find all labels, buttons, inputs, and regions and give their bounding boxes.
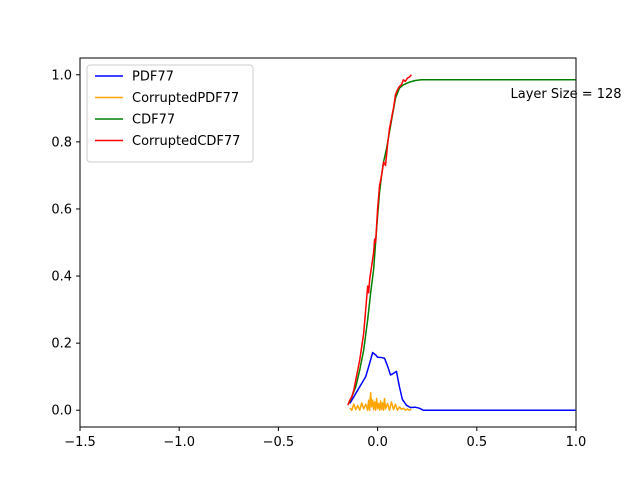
y-tick-label: 0.2 xyxy=(51,337,72,352)
x-tick-label: 0.0 xyxy=(367,435,388,450)
y-tick-label: 0.6 xyxy=(51,202,72,217)
series-line-corruptedcdf77 xyxy=(347,74,412,406)
legend-label-corruptedcdf77: CorruptedCDF77 xyxy=(132,134,240,149)
legend-label-pdf77: PDF77 xyxy=(132,70,174,85)
legend-box xyxy=(86,64,254,163)
y-tick-label: 0.8 xyxy=(51,135,72,150)
axes-frame xyxy=(79,57,577,428)
annotation-layer-size: Layer Size = 128 xyxy=(511,87,622,102)
series-line-pdf77 xyxy=(349,351,576,411)
x-axis: −1.5 −1.0 −0.5 0.0 0.5 1.0 xyxy=(64,427,586,450)
y-tick-label: 0.4 xyxy=(51,270,72,285)
series-layer xyxy=(347,74,576,411)
x-tick-label: −0.5 xyxy=(263,435,295,450)
y-axis: 0.0 0.2 0.4 0.6 0.8 1.0 xyxy=(51,68,80,419)
x-tick-label: −1.5 xyxy=(64,435,96,450)
legend-label-corruptedpdf77: CorruptedPDF77 xyxy=(132,91,239,106)
legend: PDF77 CorruptedPDF77 CDF77 CorruptedCDF77 xyxy=(86,64,254,163)
x-tick-label: −1.0 xyxy=(163,435,195,450)
y-tick-label: 0.0 xyxy=(51,404,72,419)
series-line-corruptedpdf77 xyxy=(349,392,412,411)
y-tick-label: 1.0 xyxy=(51,68,72,83)
x-tick-label: 1.0 xyxy=(566,435,587,450)
legend-label-cdf77: CDF77 xyxy=(132,113,175,128)
x-tick-label: 0.5 xyxy=(466,435,487,450)
